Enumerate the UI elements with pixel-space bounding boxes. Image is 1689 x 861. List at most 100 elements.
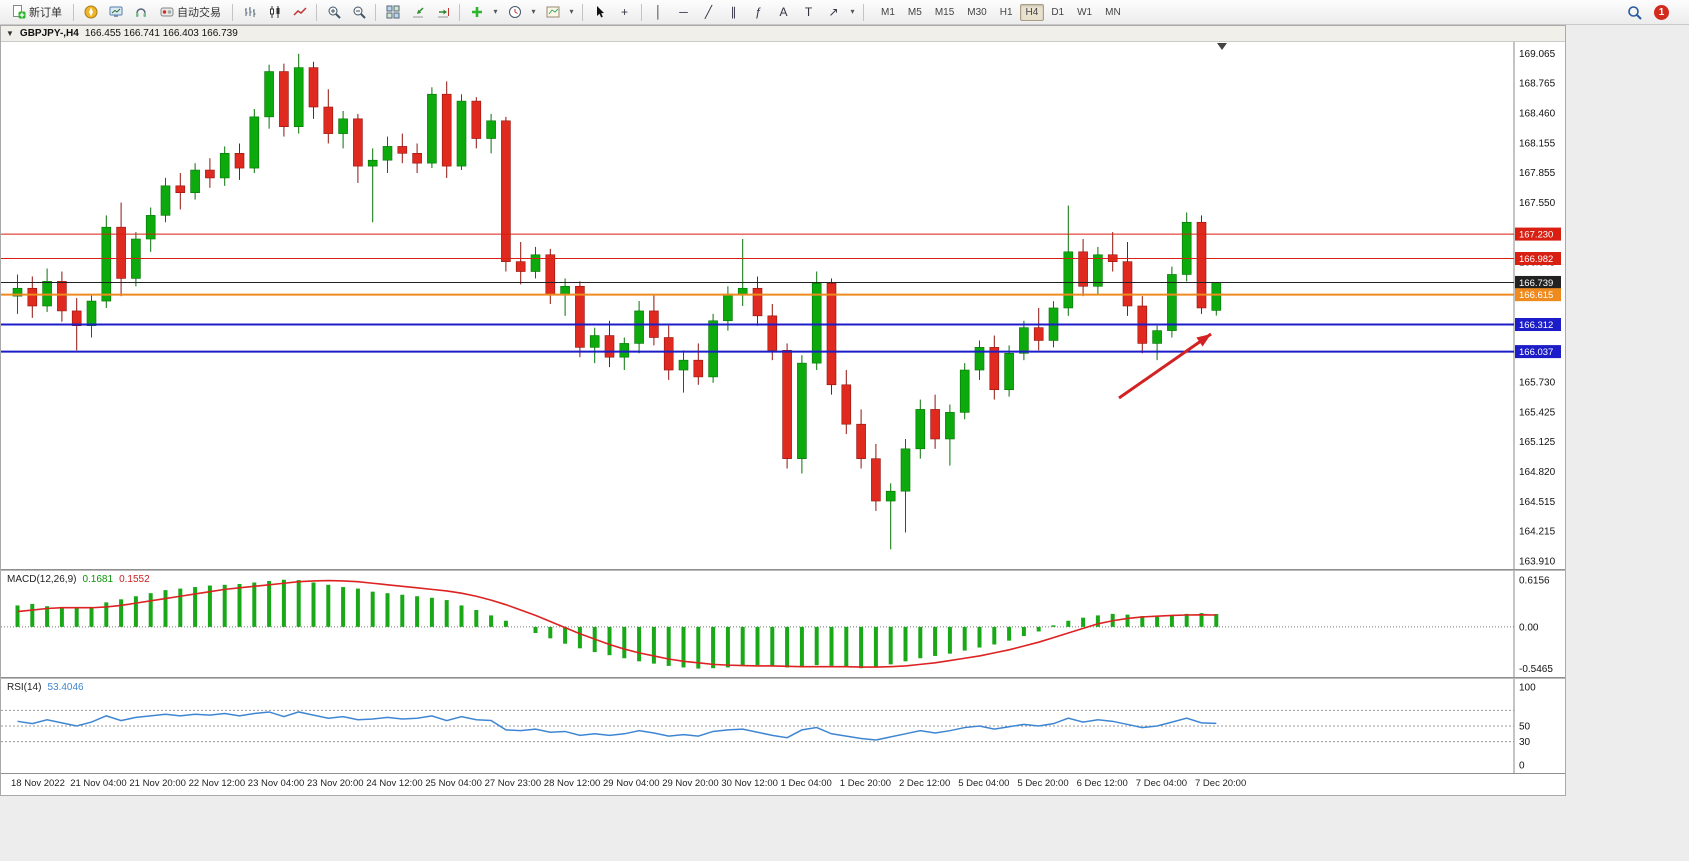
crosshair-button[interactable]: + bbox=[613, 2, 636, 23]
line-chart-button[interactable] bbox=[288, 2, 311, 23]
time-axis-label: 23 Nov 04:00 bbox=[247, 778, 305, 789]
new-order-button[interactable]: 新订单 bbox=[6, 2, 68, 23]
candle bbox=[930, 409, 940, 440]
candle bbox=[959, 369, 970, 413]
candle bbox=[856, 423, 866, 459]
rsi-chart[interactable]: 100 50 30 0 bbox=[1, 679, 1565, 773]
tile-windows-button[interactable] bbox=[381, 2, 404, 23]
autotrading-label: 自动交易 bbox=[177, 7, 221, 19]
auto-scroll-icon bbox=[412, 7, 424, 18]
templates-dropdown[interactable]: ▾ bbox=[566, 2, 577, 23]
rsi-title: RSI(14) bbox=[7, 682, 42, 693]
chart-titlebar[interactable]: ▼ GBPJPY-,H4 166.455 166.741 166.403 166… bbox=[1, 26, 1565, 42]
main-price-chart[interactable]: 169.065 168.765 168.460 168.155 167.855 167.5… bbox=[1, 42, 1565, 569]
alerts-button[interactable] bbox=[129, 2, 152, 23]
timeframe-h4[interactable]: H4 bbox=[1019, 3, 1045, 21]
periods-dropdown[interactable]: ▾ bbox=[528, 2, 539, 23]
candle bbox=[575, 285, 585, 348]
candle bbox=[945, 412, 955, 440]
timeframe-d1[interactable]: D1 bbox=[1051, 6, 1065, 18]
trendline-button[interactable]: ╱ bbox=[697, 2, 720, 23]
price-axis-label: 169.065 bbox=[1519, 49, 1556, 60]
vertical-line-button[interactable]: │ bbox=[647, 2, 670, 23]
candle bbox=[1004, 352, 1014, 391]
headset-icon bbox=[135, 8, 146, 17]
cursor-button[interactable] bbox=[588, 2, 611, 23]
candle bbox=[441, 93, 452, 167]
trendline-icon: ╱ bbox=[704, 5, 713, 19]
timeframe-w1[interactable]: W1 bbox=[1077, 6, 1093, 18]
price-axis-label: 168.460 bbox=[1519, 108, 1556, 119]
timeframe-m30[interactable]: M30 bbox=[967, 6, 987, 18]
annotation-arrowhead bbox=[1196, 334, 1211, 347]
candle bbox=[723, 293, 733, 322]
timeframe-m1[interactable]: M1 bbox=[881, 6, 895, 18]
arrows-dropdown[interactable]: ▾ bbox=[847, 2, 858, 23]
horizontal-line-button[interactable]: ─ bbox=[672, 2, 695, 23]
time-axis-label: 27 Nov 23:00 bbox=[484, 778, 542, 789]
rsi-axis-label: 50 bbox=[1519, 722, 1531, 733]
text-label-button[interactable]: T bbox=[797, 2, 820, 23]
auto-scroll-button[interactable] bbox=[406, 2, 429, 23]
candle bbox=[619, 343, 630, 358]
text-button[interactable]: A bbox=[772, 2, 795, 23]
timeframe-h1[interactable]: H1 bbox=[999, 6, 1013, 18]
annotation-arrow[interactable] bbox=[1118, 332, 1212, 400]
candle bbox=[486, 120, 496, 139]
panel-splitter[interactable] bbox=[1, 677, 1565, 679]
panel-splitter[interactable] bbox=[1, 569, 1565, 571]
rsi-panel: RSI(14) 53.4046 100 50 30 0 bbox=[1, 679, 1565, 773]
candle bbox=[826, 283, 837, 386]
macd-signal-line bbox=[17, 579, 1217, 668]
candle bbox=[219, 153, 230, 179]
time-axis-label: 21 Nov 04:00 bbox=[70, 778, 127, 789]
candle bbox=[501, 120, 511, 262]
time-axis-label: 6 Dec 12:00 bbox=[1076, 778, 1128, 789]
fibonacci-button[interactable]: ƒ bbox=[747, 2, 770, 23]
candle bbox=[353, 118, 363, 167]
chevron-down-icon: ▾ bbox=[493, 7, 498, 16]
time-axis-label: 1 Dec 20:00 bbox=[839, 778, 892, 789]
toolbar-separator bbox=[641, 3, 642, 21]
price-tag bbox=[1515, 227, 1561, 241]
candle bbox=[634, 310, 644, 344]
timeframe-m15[interactable]: M15 bbox=[934, 6, 955, 18]
candle bbox=[752, 287, 763, 317]
main-chart-panel: 169.065 168.765 168.460 168.155 167.855 167.5… bbox=[1, 42, 1565, 569]
notification-badge[interactable]: 1 bbox=[1654, 4, 1669, 20]
candle bbox=[249, 116, 260, 169]
candle bbox=[175, 185, 186, 194]
autotrading-button[interactable]: 自动交易 bbox=[154, 2, 227, 23]
toolbar-separator bbox=[316, 3, 317, 21]
candle bbox=[1211, 282, 1222, 311]
vline-icon: │ bbox=[654, 5, 663, 19]
terminal-button[interactable] bbox=[104, 2, 127, 23]
price-tag bbox=[1515, 288, 1561, 302]
tile-windows-icon bbox=[386, 5, 399, 19]
hline-icon: ─ bbox=[679, 5, 688, 19]
arrows-button[interactable]: ↗ bbox=[822, 2, 845, 23]
chart-shift-button[interactable] bbox=[431, 2, 454, 23]
zoom-in-button[interactable] bbox=[322, 2, 345, 23]
chart-shift-marker[interactable] bbox=[1217, 43, 1227, 50]
timeframe-m5[interactable]: M5 bbox=[907, 6, 922, 18]
periods-button[interactable] bbox=[503, 2, 526, 23]
metaeditor-button[interactable] bbox=[79, 2, 102, 23]
time-axis-label: 1 Dec 04:00 bbox=[780, 778, 832, 789]
zoom-out-button[interactable] bbox=[347, 2, 370, 23]
search-button[interactable] bbox=[1623, 2, 1646, 23]
indicators-dropdown[interactable]: ▾ bbox=[490, 2, 501, 23]
candlestick-chart-button[interactable] bbox=[263, 2, 286, 23]
candle bbox=[915, 409, 926, 450]
candle bbox=[811, 283, 822, 364]
channel-button[interactable]: ∥ bbox=[722, 2, 745, 23]
macd-chart[interactable]: 0.6156 0.00 -0.5465 bbox=[1, 571, 1565, 677]
candle bbox=[116, 226, 126, 279]
bar-chart-button[interactable] bbox=[238, 2, 261, 23]
rsi-line bbox=[17, 711, 1217, 741]
candle bbox=[974, 347, 985, 371]
timeframe-mn[interactable]: MN bbox=[1105, 6, 1121, 18]
indicators-button[interactable] bbox=[465, 2, 488, 23]
window-menu-icon[interactable]: ▼ bbox=[6, 29, 14, 38]
templates-button[interactable] bbox=[541, 2, 564, 23]
